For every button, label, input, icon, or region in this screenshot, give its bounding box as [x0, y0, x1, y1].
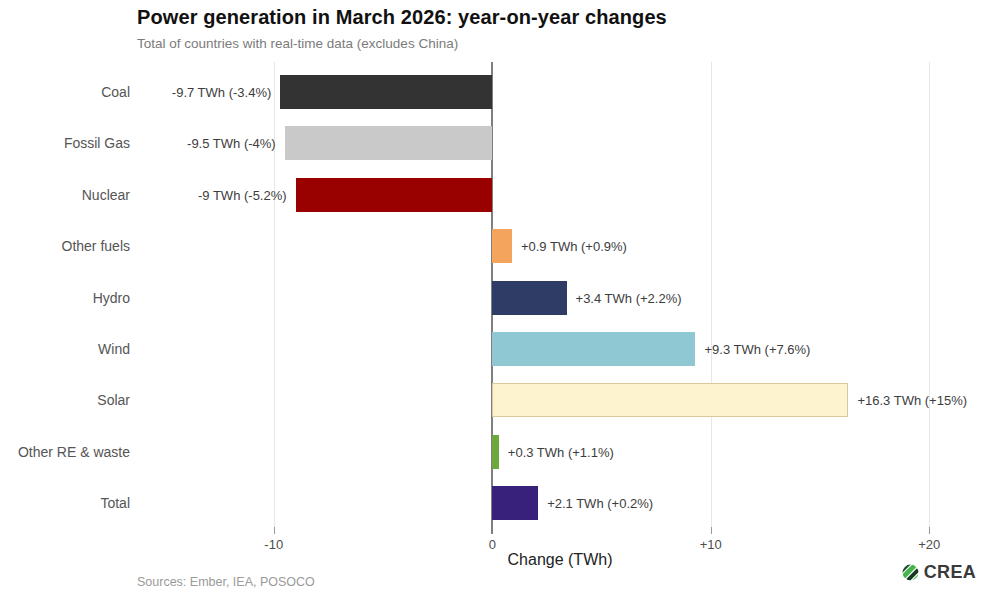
- value-label: +2.1 TWh (+0.2%): [547, 496, 653, 511]
- bar-total: [492, 486, 538, 520]
- value-label: -9.7 TWh (-3.4%): [0, 85, 271, 100]
- category-label: Solar: [0, 392, 130, 408]
- value-label: -9.5 TWh (-4%): [0, 136, 276, 151]
- bar-hydro: [492, 281, 566, 315]
- bar-fossil-gas: [285, 126, 493, 160]
- crea-logo-icon: [901, 563, 920, 582]
- x-gridline: [711, 62, 712, 527]
- bar-other-fuels: [492, 229, 512, 263]
- x-gridline: [929, 62, 930, 527]
- chart-figure: Power generation in March 2026: year-on-…: [0, 0, 1000, 600]
- value-label: +16.3 TWh (+15%): [857, 393, 967, 408]
- value-label: -9 TWh (-5.2%): [0, 187, 287, 202]
- bar-other-re-waste: [492, 435, 499, 469]
- category-label: Wind: [0, 341, 130, 357]
- crea-logo: CREA: [901, 562, 976, 583]
- category-label: Hydro: [0, 290, 130, 306]
- x-tick-label: 0: [489, 537, 496, 552]
- x-tick-label: -10: [264, 537, 283, 552]
- crea-logo-text: CREA: [924, 562, 976, 583]
- x-axis-title: Change (TWh): [135, 551, 985, 569]
- bar-solar: [492, 383, 848, 417]
- chart-title: Power generation in March 2026: year-on-…: [137, 6, 667, 29]
- x-tick-label: +20: [918, 537, 940, 552]
- value-label: +9.3 TWh (+7.6%): [704, 342, 810, 357]
- value-label: +0.3 TWh (+1.1%): [508, 444, 614, 459]
- x-tick-mark: [929, 527, 930, 534]
- bar-coal: [280, 75, 492, 109]
- sources-note: Sources: Ember, IEA, POSOCO: [137, 575, 315, 589]
- category-label: Total: [0, 495, 130, 511]
- value-label: +3.4 TWh (+2.2%): [576, 290, 682, 305]
- value-label: +0.9 TWh (+0.9%): [521, 239, 627, 254]
- x-tick-mark: [274, 527, 275, 534]
- bar-wind: [492, 332, 695, 366]
- x-gridline: [274, 62, 275, 527]
- chart-subtitle: Total of countries with real-time data (…: [137, 36, 458, 51]
- category-label: Other RE & waste: [0, 444, 130, 460]
- category-label: Other fuels: [0, 238, 130, 254]
- x-tick-mark: [711, 527, 712, 534]
- x-tick-label: +10: [700, 537, 722, 552]
- bar-nuclear: [296, 178, 493, 212]
